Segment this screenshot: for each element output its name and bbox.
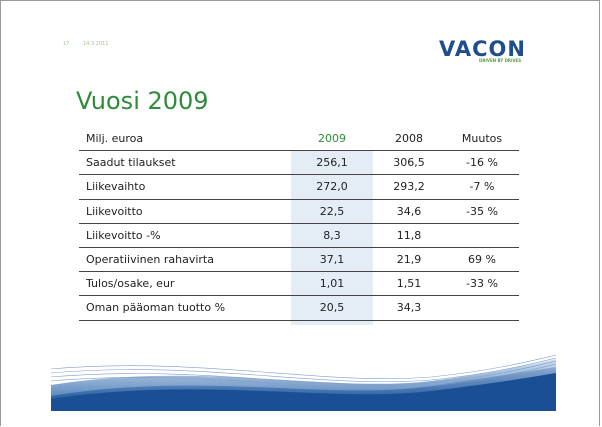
cell: 2008	[395, 132, 423, 145]
header-rule	[79, 150, 519, 152]
row-rule	[79, 295, 519, 297]
cell: 306,5	[393, 156, 425, 170]
cell: 22,5	[319, 204, 345, 218]
cell: 272,0	[316, 180, 348, 194]
title: Vuosi 2009	[76, 87, 209, 115]
cell: -16 %	[466, 156, 498, 170]
row-label: Tulos/osake, eur	[86, 277, 175, 291]
cell: 2009	[318, 132, 346, 145]
cell: 37,1	[319, 253, 345, 266]
cell: 256,1	[316, 156, 348, 170]
cell: -7 %	[469, 180, 495, 194]
cell: 34,6	[396, 204, 422, 218]
row-rule	[79, 271, 519, 273]
row-rule	[79, 222, 519, 224]
cell: 11,8	[396, 228, 422, 242]
logo-tagline: DRIVEN BY DRIVES	[479, 58, 522, 63]
row-rule	[79, 174, 519, 176]
cell: -35 %	[466, 204, 498, 218]
cell: 20,5	[319, 301, 345, 315]
row-label: Liikevoitto	[86, 204, 143, 218]
row-label: Milj. euroa	[86, 132, 144, 145]
row-rule	[79, 247, 519, 248]
cell: Muutos	[461, 132, 503, 145]
row-label: Saadut tilaukset	[86, 156, 176, 170]
row-label: Operatiivinen rahavirta	[86, 253, 214, 266]
row-label: Liikevoitto -%	[86, 228, 161, 242]
cell: 1,51	[396, 277, 422, 291]
cell: 293,2	[393, 180, 425, 194]
row-label: Liikevaihto	[86, 180, 146, 194]
cell: 69 %	[468, 253, 496, 266]
page-number: 17	[63, 41, 70, 47]
row-rule	[79, 319, 519, 321]
cell: 8,3	[323, 228, 341, 242]
logo: VACON	[439, 37, 526, 61]
row-rule	[79, 198, 519, 200]
row-label: Oman pääoman tuotto %	[86, 301, 226, 315]
date: 14.3.2011	[83, 41, 109, 47]
cell: -33 %	[466, 277, 498, 291]
cell: 34,3	[396, 301, 422, 315]
cell: 1,01	[319, 277, 345, 291]
cell: 21,9	[396, 253, 422, 266]
